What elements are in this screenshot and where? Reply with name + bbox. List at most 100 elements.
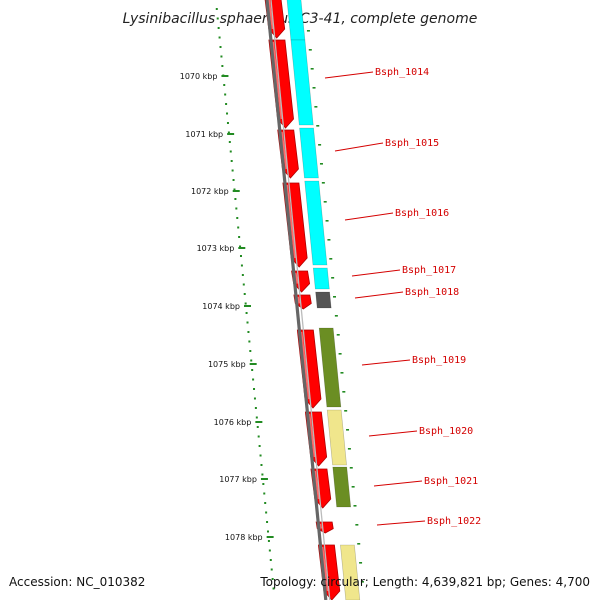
tick-dot	[226, 122, 229, 124]
gene-label: Bsph_1017	[402, 265, 456, 276]
tick-dot	[250, 359, 253, 362]
cog-block	[315, 291, 332, 309]
kbp-label: 1077 kbp	[219, 475, 257, 484]
gene-label: Bsph_1018	[405, 287, 459, 298]
outer-tick	[333, 296, 337, 298]
tick-dot	[226, 112, 229, 115]
tick-dot	[263, 492, 266, 495]
topology-text: Topology: circular; Length: 4,639,821 bp…	[260, 575, 590, 589]
outer-tick	[329, 258, 333, 260]
tick-dot	[236, 217, 239, 219]
tick-dot	[218, 36, 221, 39]
gene-labels: Bsph_1014 Bsph_1015 Bsph_1016 Bsph_1017 Bsph…	[324, 67, 481, 527]
outer-tick	[334, 315, 338, 317]
outer-tick	[314, 106, 318, 108]
tick-dot	[267, 540, 270, 542]
outer-tick	[355, 524, 359, 526]
outer-tick	[306, 30, 310, 32]
tick-dot	[272, 587, 275, 590]
leader-line	[376, 520, 426, 526]
cog-block	[326, 409, 347, 466]
tick-dot	[224, 93, 227, 96]
tick-ring: 1070 kbp 1071 kbp 1072 kbp 1073 kbp 1074 kbp…	[180, 8, 275, 590]
tick-dot	[257, 435, 260, 438]
tick-dot	[232, 179, 235, 181]
cog-block	[312, 267, 330, 290]
tick-dot	[219, 46, 222, 48]
tick-dot	[242, 283, 245, 286]
leader-line	[368, 430, 418, 437]
major-tick	[232, 190, 240, 192]
tick-dot	[269, 559, 272, 561]
cds-shine	[294, 272, 299, 284]
kbp-label: 1073 kbp	[197, 244, 235, 253]
tick-dot	[237, 226, 240, 229]
kbp-label: 1078 kbp	[225, 533, 263, 542]
cds-shine	[267, 0, 274, 30]
kbp-label: 1074 kbp	[202, 302, 240, 311]
tick-dot	[233, 188, 236, 191]
cds-shine	[313, 470, 320, 500]
tick-dot	[228, 141, 231, 143]
gene-label: Bsph_1014	[375, 67, 429, 78]
tick-dot	[255, 416, 258, 419]
leader-line	[351, 269, 401, 277]
outer-tick	[357, 543, 361, 545]
cds-shine	[285, 184, 297, 259]
outer-tick	[347, 448, 351, 450]
tick-dot	[249, 350, 252, 352]
outer-tick	[325, 220, 329, 222]
kbp-label: 1070 kbp	[180, 72, 218, 81]
tick-dot	[252, 378, 255, 381]
outer-tick	[349, 467, 353, 469]
cds-shine	[319, 523, 323, 529]
tick-dot	[253, 388, 256, 390]
major-tick	[249, 363, 257, 365]
major-tick	[260, 478, 268, 480]
tick-dot	[239, 255, 242, 257]
cds-shine	[271, 41, 283, 120]
tick-dot	[239, 245, 242, 248]
backbone-ring	[265, 0, 331, 600]
backbone-highlight	[270, 0, 331, 600]
tick-dot	[270, 568, 273, 571]
tick-dot	[265, 511, 268, 514]
tick-dot	[244, 302, 247, 305]
outer-tick	[360, 581, 364, 583]
gene-label: Bsph_1020	[419, 426, 473, 437]
tick-dot	[223, 84, 226, 86]
outer-tick	[308, 49, 312, 51]
cog-block	[340, 544, 361, 600]
outer-tick	[351, 486, 355, 488]
cog-block	[318, 327, 342, 408]
cog-block	[304, 180, 328, 266]
tick-dot	[254, 407, 257, 409]
tick-dot	[243, 293, 246, 295]
outer-tick	[331, 277, 335, 279]
tick-dot	[256, 426, 259, 428]
tick-dot	[246, 321, 249, 324]
cds-shine	[300, 331, 310, 400]
tick-dot	[259, 454, 262, 457]
tick-dot	[253, 397, 256, 400]
outer-tick	[310, 68, 314, 70]
tick-dot	[266, 521, 269, 523]
cds-shine	[308, 413, 316, 458]
tick-dot	[271, 578, 274, 580]
leader-line	[334, 142, 384, 152]
major-tick	[221, 75, 229, 77]
leader-line	[373, 480, 423, 487]
major-tick	[227, 133, 235, 135]
outer-tick	[318, 144, 322, 146]
gene-label: Bsph_1022	[427, 516, 481, 527]
tick-dot	[225, 103, 228, 105]
cds-shine	[280, 131, 288, 170]
outer-tick	[353, 505, 357, 507]
outer-tick	[338, 353, 342, 355]
cog-block	[332, 466, 352, 508]
cog-block	[290, 39, 314, 126]
tick-dot	[251, 369, 254, 371]
cds-shine	[296, 296, 301, 304]
outer-tick	[327, 239, 331, 241]
tick-dot	[266, 530, 269, 533]
